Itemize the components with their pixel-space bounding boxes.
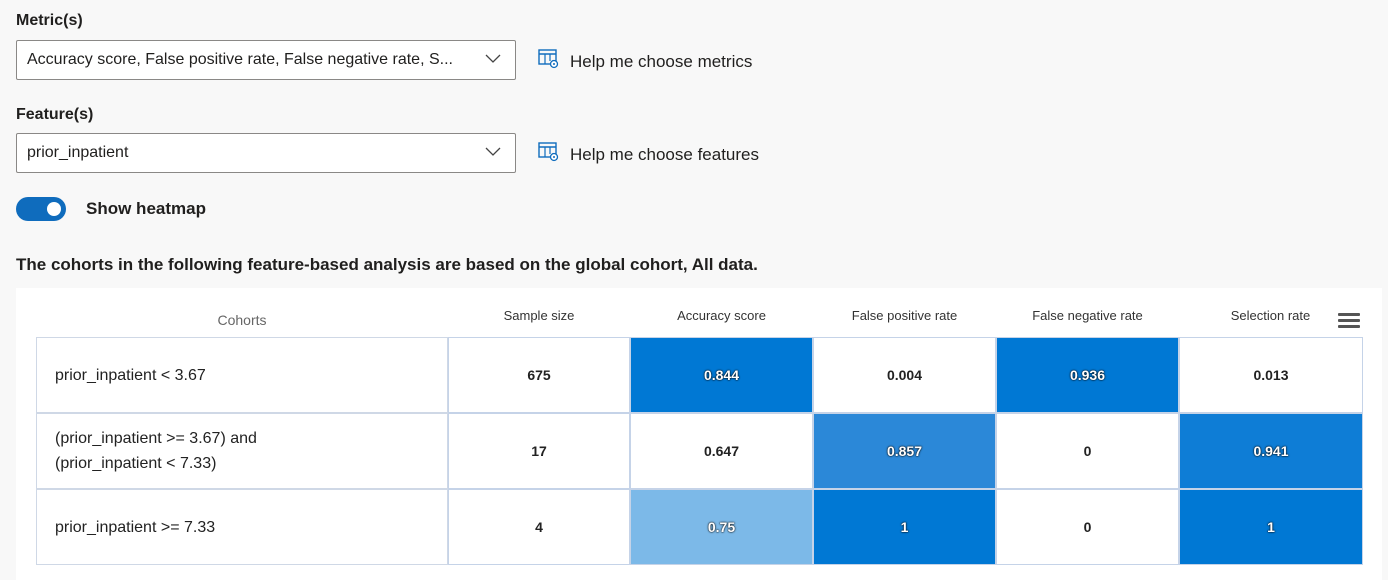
- features-label: Feature(s): [16, 106, 94, 123]
- cohort-name-cell: prior_inpatient < 3.67: [36, 337, 448, 413]
- heatmap-cell-selection-rate: 1: [1179, 489, 1363, 565]
- heatmap-cell-accuracy-score: 0.844: [630, 337, 813, 413]
- chevron-down-icon: [485, 51, 501, 69]
- header-selection-rate: Selection rate: [1230, 308, 1311, 323]
- heatmap-cell-sample-size: 4: [448, 489, 630, 565]
- heatmap-cell-accuracy-score: 0.75: [630, 489, 813, 565]
- cohort-name-cell: prior_inpatient >= 7.33: [36, 489, 448, 565]
- cohort-info-text: The cohorts in the following feature-bas…: [16, 255, 758, 274]
- features-dropdown[interactable]: prior_inpatient: [16, 133, 516, 173]
- heatmap-cell-false-positive-rate: 1: [813, 489, 996, 565]
- cohort-name-line: (prior_inpatient >= 3.67) and: [55, 430, 257, 447]
- cohort-name-line: prior_inpatient < 3.67: [55, 366, 206, 384]
- cohort-name-text: prior_inpatient < 3.67: [55, 363, 206, 388]
- cohort-name-cell: (prior_inpatient >= 3.67) and (prior_inpa…: [36, 413, 448, 489]
- help-choose-features-link[interactable]: Help me choose features: [538, 142, 759, 167]
- metrics-dropdown-value: Accuracy score, False positive rate, Fal…: [27, 51, 453, 68]
- settings-table-icon: [538, 142, 560, 167]
- show-heatmap-toggle[interactable]: [16, 197, 66, 221]
- heatmap-panel: Cohorts Sample size Accuracy score False…: [16, 288, 1382, 580]
- help-choose-features-label: Help me choose features: [570, 144, 759, 164]
- metrics-dropdown[interactable]: Accuracy score, False positive rate, Fal…: [16, 40, 516, 80]
- heatmap-cell-sample-size: 675: [448, 337, 630, 413]
- features-dropdown-value: prior_inpatient: [27, 144, 129, 161]
- header-false-negative-rate: False negative rate: [1032, 308, 1143, 323]
- heatmap-cell-false-positive-rate: 0.857: [813, 413, 996, 489]
- header-accuracy-score: Accuracy score: [677, 308, 766, 323]
- show-heatmap-label: Show heatmap: [86, 199, 206, 218]
- header-false-positive-rate: False positive rate: [851, 308, 958, 323]
- heatmap-cell-false-positive-rate: 0.004: [813, 337, 996, 413]
- chevron-down-icon: [485, 144, 501, 162]
- help-choose-metrics-link[interactable]: Help me choose metrics: [538, 49, 752, 74]
- header-sample-size: Sample size: [503, 308, 575, 323]
- heatmap-cell-false-negative-rate: 0.936: [996, 337, 1179, 413]
- heatmap-cell-selection-rate: 0.013: [1179, 337, 1363, 413]
- cohort-name-text: (prior_inpatient >= 3.67) and (prior_inpa…: [55, 426, 257, 476]
- help-choose-metrics-label: Help me choose metrics: [570, 51, 753, 71]
- cohort-name-line: (prior_inpatient < 7.33): [55, 455, 217, 472]
- hamburger-menu-icon[interactable]: [1338, 313, 1360, 329]
- settings-table-icon: [538, 49, 560, 74]
- heatmap-cell-accuracy-score: 0.647: [630, 413, 813, 489]
- heatmap-cell-sample-size: 17: [448, 413, 630, 489]
- heatmap-cell-false-negative-rate: 0: [996, 413, 1179, 489]
- toggle-knob: [47, 202, 61, 216]
- heatmap-cell-selection-rate: 0.941: [1179, 413, 1363, 489]
- heatmap-grid: prior_inpatient < 3.67 675 0.844 0.004 0.936…: [36, 337, 1363, 567]
- cohort-name-line: prior_inpatient >= 7.33: [55, 518, 216, 536]
- header-cohorts: Cohorts: [217, 312, 267, 328]
- metrics-label: Metric(s): [16, 12, 83, 29]
- heatmap-cell-false-negative-rate: 0: [996, 489, 1179, 565]
- cohort-name-text: prior_inpatient >= 7.33: [55, 515, 215, 540]
